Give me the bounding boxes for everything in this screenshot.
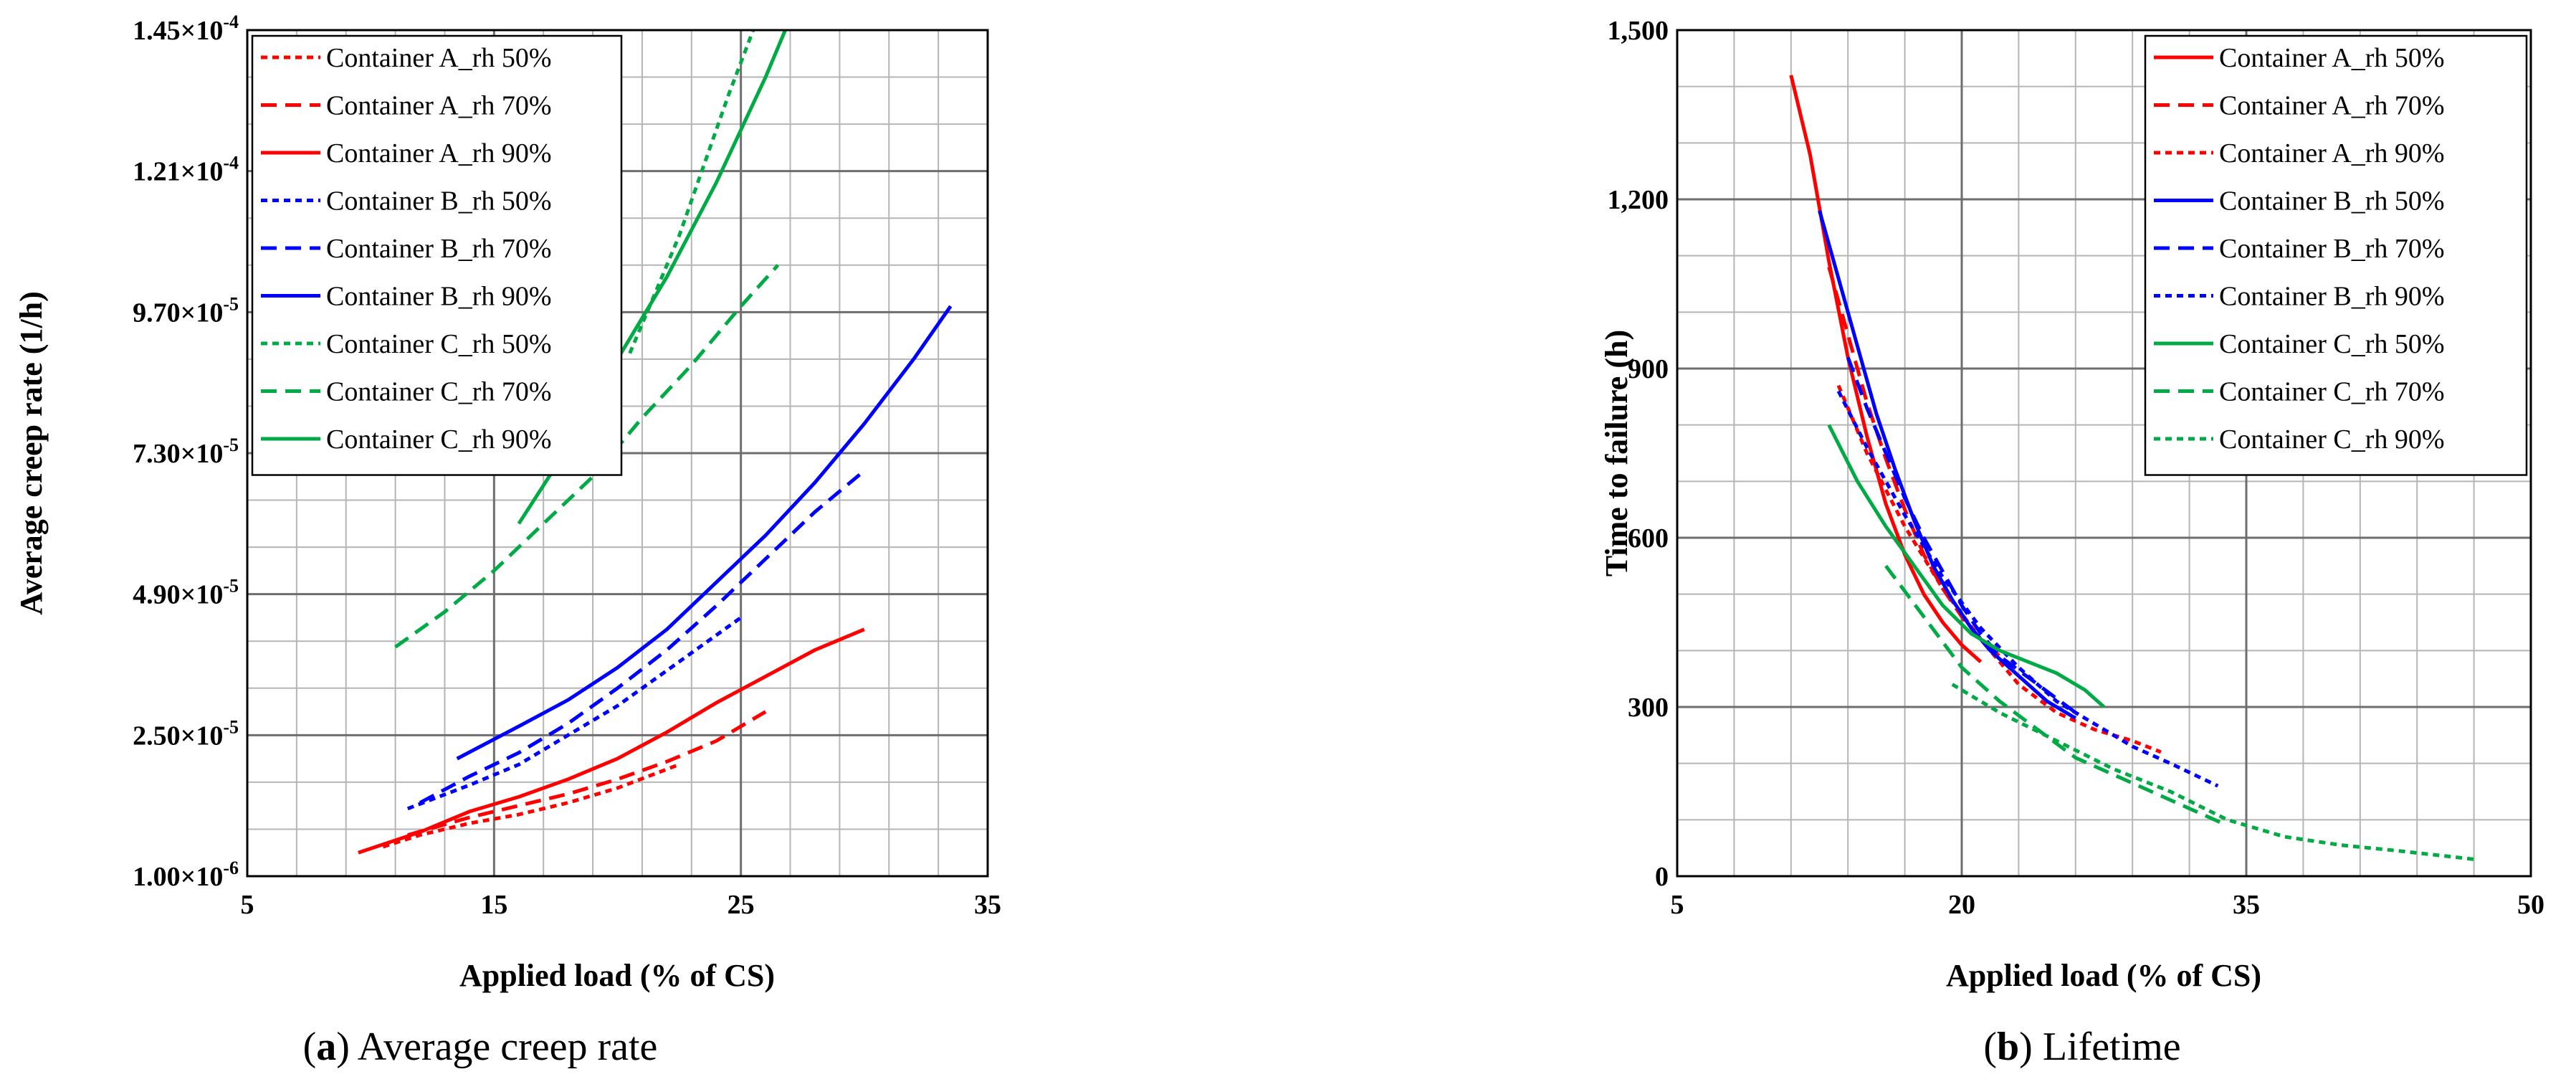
panel-a-legend: Container A_rh 50% Container A_rh 70% Cont… — [251, 34, 623, 476]
legend-entry-label: Container B_rh 50% — [2219, 186, 2445, 217]
panel-b-caption-letter: b — [1997, 1025, 2019, 1069]
caption-paren-close: ) — [2019, 1025, 2043, 1069]
legend-entry-label: Container C_rh 70% — [2219, 377, 2445, 407]
series-line-6 — [1836, 390, 2219, 788]
y-tick-label: 1.45×10-4 — [133, 11, 239, 46]
legend-entry-label: Container C_rh 70% — [326, 377, 552, 407]
x-tick-label: 35 — [974, 890, 1001, 920]
panel-b-legend: Container A_rh 50% Container A_rh 70% Cont… — [2144, 34, 2528, 476]
y-tick-label: 1,500 — [1608, 16, 1669, 46]
panel-b-caption: (b) Lifetime — [1983, 1025, 2180, 1069]
panel-a-y-axis-label: Average creep rate (1/h) — [14, 291, 49, 615]
y-tick-label: 0 — [1655, 862, 1669, 892]
panel-a-series — [358, 30, 953, 855]
legend-entry-label: Container B_rh 90% — [326, 282, 552, 312]
panel-a-caption: (a) Average creep rate — [303, 1025, 658, 1069]
y-tick-label: 4.90×10-5 — [133, 576, 239, 610]
caption-paren-close: ) — [336, 1025, 358, 1069]
legend-box — [2144, 34, 2528, 476]
legend-entry-label: Container C_rh 90% — [326, 424, 552, 455]
caption-paren-open: ( — [303, 1025, 317, 1069]
panel-a-y-tick-labels: 1.00×10-6 2.50×10-5 4.90×10-5 7.30×10-5 9.70… — [133, 11, 239, 892]
y-tick-label: 900 — [1628, 354, 1669, 384]
x-tick-label: 25 — [728, 890, 755, 920]
series-line-5 — [419, 469, 866, 804]
legend-entry-label: Container C_rh 50% — [2219, 329, 2445, 359]
panel-b-plot-frame — [1676, 29, 2532, 878]
y-tick-label: 1.00×10-6 — [133, 858, 239, 892]
panel-a-caption-letter: a — [316, 1025, 336, 1069]
series-line-9 — [1951, 683, 2474, 861]
y-tick-label: 1.21×10-4 — [133, 153, 239, 187]
panel-a-plot-frame — [246, 29, 989, 878]
legend-entry-label: Container C_rh 90% — [2219, 424, 2445, 455]
panel-b-lifetime: 0 300 600 900 1,200 1,500 5 20 35 50 Applied loa… — [1599, 16, 2544, 1069]
y-tick-label: 300 — [1628, 693, 1669, 723]
series-line-6 — [456, 305, 953, 761]
panel-b-caption-text: Lifetime — [2043, 1025, 2181, 1069]
panel-b-series — [1789, 75, 2474, 861]
y-tick-label: 7.30×10-5 — [133, 435, 239, 469]
panel-a-caption-text: Average creep rate — [358, 1025, 658, 1069]
legend-entry-label: Container C_rh 50% — [326, 329, 552, 359]
series-line-8 — [1884, 564, 2228, 827]
series-line-8 — [394, 264, 780, 649]
legend-entry-label: Container A_rh 90% — [2219, 138, 2445, 168]
series-line-5 — [1846, 356, 2077, 714]
x-tick-label: 50 — [2517, 890, 2544, 920]
panel-a-creep-rate: 1.00×10-6 2.50×10-5 4.90×10-5 7.30×10-5 9.70… — [14, 11, 1001, 1069]
legend-entry-label: Container B_rh 70% — [326, 234, 552, 264]
series-line-3 — [358, 627, 865, 855]
panel-b-y-axis-label: Time to failure (h) — [1599, 330, 1634, 576]
x-tick-label: 5 — [1671, 890, 1684, 920]
legend-entry-label: Container B_rh 90% — [2219, 282, 2445, 312]
series-line-2 — [1827, 266, 2001, 658]
series-line-7 — [628, 30, 755, 354]
legend-entry-label: Container A_rh 50% — [326, 43, 552, 73]
series-line-1 — [382, 762, 680, 849]
panel-b-y-tick-labels: 0 300 600 900 1,200 1,500 — [1608, 16, 1669, 892]
panel-a-x-axis-label: Applied load (% of CS) — [459, 958, 775, 993]
x-tick-label: 5 — [241, 890, 254, 920]
y-tick-label: 600 — [1628, 523, 1669, 554]
x-tick-label: 15 — [480, 890, 507, 920]
y-tick-label: 1,200 — [1608, 185, 1669, 215]
legend-entry-label: Container A_rh 70% — [2219, 91, 2445, 121]
y-tick-label: 9.70×10-5 — [133, 293, 239, 328]
legend-box — [251, 34, 623, 476]
series-line-7 — [1827, 424, 2106, 708]
panel-b-x-axis-label: Applied load (% of CS) — [1946, 958, 2261, 993]
caption-paren-open: ( — [1983, 1025, 1997, 1069]
legend-entry-label: Container A_rh 90% — [326, 138, 552, 168]
legend-entry-label: Container B_rh 50% — [326, 186, 552, 217]
legend-entry-label: Container B_rh 70% — [2219, 234, 2445, 264]
series-line-4 — [1818, 210, 2077, 720]
legend-entry-label: Container A_rh 70% — [326, 91, 552, 121]
series-line-4 — [406, 616, 743, 811]
legend-entry-label: Container A_rh 50% — [2219, 43, 2445, 73]
panel-b-x-tick-labels: 5 20 35 50 — [1671, 890, 2545, 920]
x-tick-label: 35 — [2233, 890, 2260, 920]
panel-a-x-tick-labels: 5 15 25 35 — [241, 890, 1002, 920]
x-tick-label: 20 — [1948, 890, 1975, 920]
y-tick-label: 2.50×10-5 — [133, 716, 239, 751]
